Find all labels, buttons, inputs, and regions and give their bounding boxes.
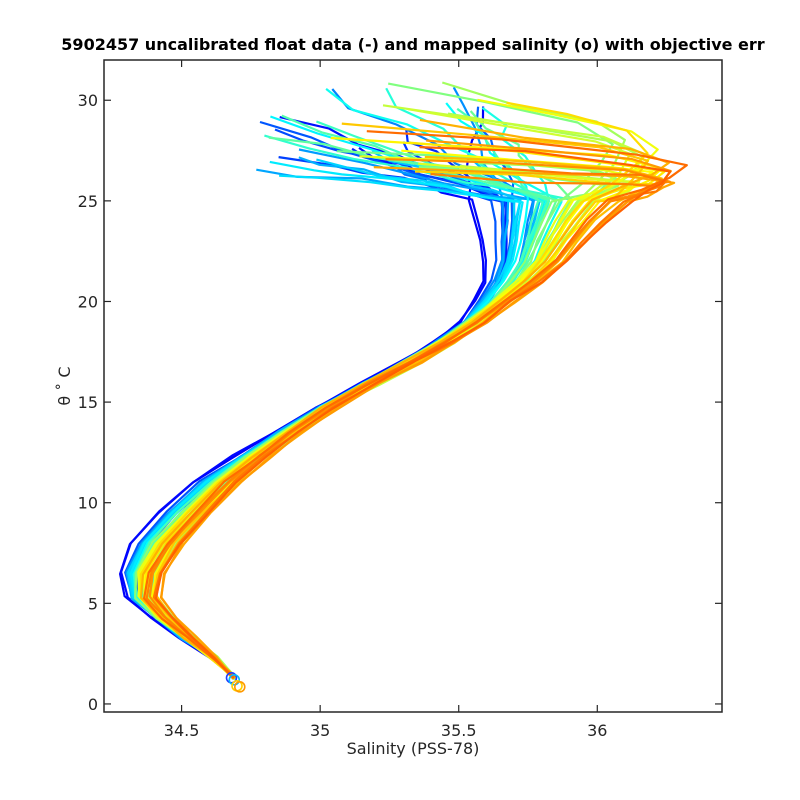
y-axis-ticks: 0 5 10 15 20 25 30 xyxy=(78,91,722,714)
profile-line xyxy=(140,118,670,680)
x-axis-ticks: 34.5 35 35.5 36 xyxy=(164,60,607,740)
chart-title: 5902457 uncalibrated float data (-) and … xyxy=(61,35,764,54)
plot-frame xyxy=(103,59,723,713)
x-tick-label: 34.5 xyxy=(164,721,200,740)
y-tick-label: 25 xyxy=(78,192,98,211)
y-axis-label: θ ˚ C xyxy=(55,366,74,405)
profile-line xyxy=(143,130,688,679)
mapped-salinity-markers xyxy=(225,671,246,693)
y-tick-label: 5 xyxy=(88,594,98,613)
mapped-salinity-point xyxy=(225,671,238,684)
mapped-salinity-point xyxy=(233,681,246,693)
y-tick-label: 0 xyxy=(88,695,98,714)
x-tick-label: 35 xyxy=(310,721,330,740)
y-tick-label: 20 xyxy=(78,292,98,311)
profile-line xyxy=(154,146,672,680)
x-tick-label: 36 xyxy=(587,721,607,740)
profile-lines xyxy=(119,81,688,680)
mapped-salinity-point xyxy=(228,674,241,686)
y-tick-label: 10 xyxy=(78,494,98,513)
x-tick-label: 35.5 xyxy=(441,721,477,740)
y-tick-label: 30 xyxy=(78,91,98,110)
y-tick-label: 15 xyxy=(78,393,98,412)
x-axis-label: Salinity (PSS-78) xyxy=(347,739,480,758)
